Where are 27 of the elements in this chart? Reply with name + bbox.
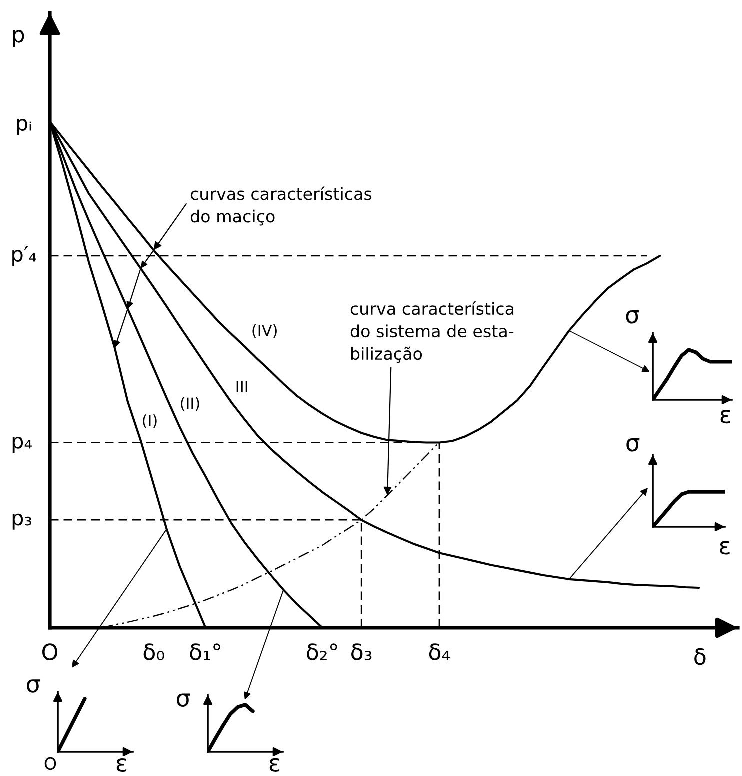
x-axis-title: ε [720, 410, 730, 424]
series-label: (I) [143, 414, 157, 428]
x-tick-label: δ₃ [352, 644, 372, 660]
annotation: curva característica do sistema de esta- bilização [350, 302, 514, 364]
text: p′₄ [12, 246, 36, 266]
series-label: (II) [181, 397, 200, 412]
x-tick-label: δ₁° [190, 644, 220, 660]
text: pᵢ [17, 119, 32, 136]
x-tick-label: δ₀ [144, 644, 164, 660]
x-tick-label: δ₂° [307, 644, 338, 660]
y-axis-title: σ [27, 680, 40, 693]
text: p₄ [12, 436, 32, 453]
text: O [44, 757, 56, 770]
series-label: (IV) [252, 324, 277, 338]
series-label: III [236, 381, 248, 392]
y-axis-title: p [13, 30, 24, 48]
text: p₃ [12, 514, 32, 530]
x-axis-title: ε [720, 541, 730, 555]
x-axis-title: δ [694, 648, 706, 666]
x-tick-label: δ₄ [429, 644, 450, 660]
y-axis-title: σ [626, 310, 640, 324]
x-axis-title: ε [116, 758, 127, 772]
y-axis-title: σ [177, 694, 190, 707]
x-axis-title: ε [270, 758, 280, 772]
annotation: curvas características do maciço [190, 186, 372, 226]
y-axis-title: σ [626, 438, 640, 452]
x-tick-label: O [42, 644, 58, 660]
